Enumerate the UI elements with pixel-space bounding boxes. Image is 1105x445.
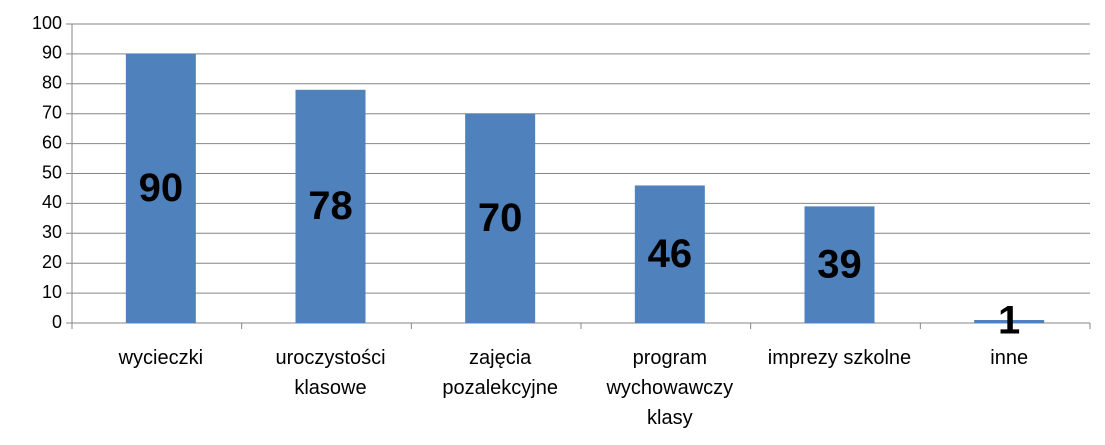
data-label: 90 [139,166,184,210]
bar [804,206,875,323]
bar [295,89,366,323]
x-tick-label: program wychowawczy klasy [606,347,734,429]
y-tick-label: 0 [52,312,62,332]
bar [634,185,705,323]
bar [125,53,196,324]
x-tick-label: wycieczki [118,347,204,369]
y-tick-label: 10 [42,282,62,302]
y-tick-label: 60 [42,132,62,152]
data-label: 70 [478,196,523,240]
data-label: 39 [817,242,862,286]
x-tick-label: inne [990,347,1029,369]
y-tick-label: 50 [42,162,62,182]
data-label: 78 [308,184,353,228]
data-label: 1 [998,299,1020,343]
x-tick-label: zajęcia pozalekcyjne [442,347,558,399]
x-tick-label: uroczystości klasowe [275,347,386,399]
y-tick-label: 40 [42,192,62,212]
bar [465,113,536,323]
bar [974,320,1045,323]
y-tick-label: 90 [42,43,62,63]
y-tick-label: 70 [42,102,62,122]
x-tick-label: imprezy szkolne [767,347,912,369]
y-tick-label: 20 [42,252,62,272]
y-tick-label: 100 [32,13,62,33]
data-label: 46 [648,232,693,276]
y-tick-label: 30 [42,222,62,242]
y-tick-label: 80 [42,73,62,93]
